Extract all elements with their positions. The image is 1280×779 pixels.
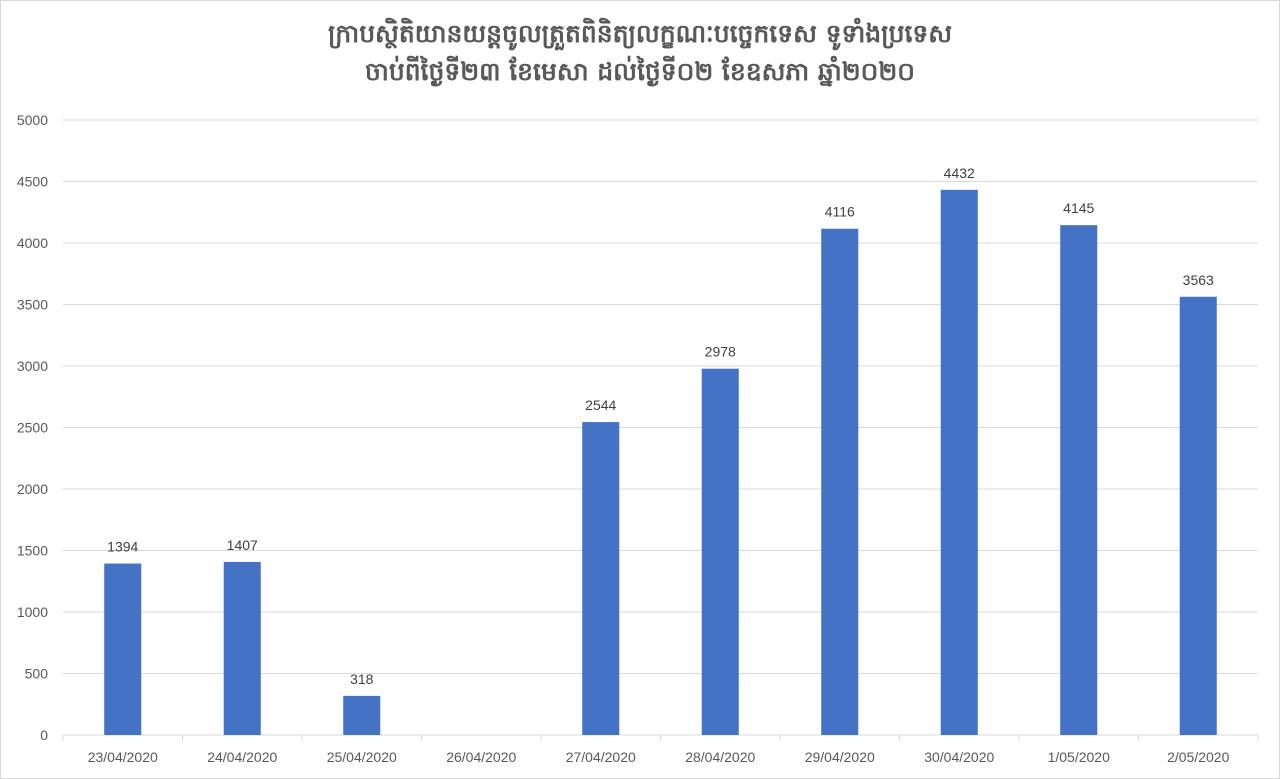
x-tick-label: 28/04/2020 xyxy=(685,749,755,765)
bar xyxy=(940,189,978,735)
bar xyxy=(223,561,261,735)
y-tick-label: 2000 xyxy=(17,481,48,497)
bar-value-label: 2544 xyxy=(585,397,616,413)
bar-value-label: 318 xyxy=(350,671,374,687)
y-tick-label: 1500 xyxy=(17,543,48,559)
data-labels: 1394 1407 318 2544 2978 4116 4432 4145 3563 xyxy=(107,165,1214,687)
chart-title: ក្រាបស្ថិតិយានយន្តចូលត្រួតពិនិត្យលក្ខណៈប… xyxy=(1,15,1279,91)
chart-subtitle-line: ចាប់ពីថ្ងៃទី២៣ ខែមេសា ដល់ថ្ងៃទី០២ ខែឧសភា… xyxy=(365,57,915,86)
bar xyxy=(1179,296,1217,735)
y-tick-label: 2500 xyxy=(17,420,48,436)
chart-title-line: ក្រាបស្ថិតិយានយន្តចូលត្រួតពិនិត្យលក្ខណៈប… xyxy=(327,19,953,48)
x-tick-label: 1/05/2020 xyxy=(1048,749,1110,765)
y-tick-label: 4000 xyxy=(17,235,48,251)
x-tick-label: 30/04/2020 xyxy=(924,749,994,765)
bar xyxy=(701,368,739,735)
bar-value-label: 1407 xyxy=(227,537,258,553)
y-tick-label: 4500 xyxy=(17,174,48,190)
bar-value-label: 2978 xyxy=(705,344,736,360)
bar xyxy=(1060,225,1098,736)
y-tick-label: 0 xyxy=(40,727,48,743)
bar-value-label: 4145 xyxy=(1063,200,1094,216)
bar xyxy=(104,563,142,735)
bar-value-label: 4432 xyxy=(944,165,975,181)
bar xyxy=(582,422,620,735)
bar-value-label: 3563 xyxy=(1183,272,1214,288)
bar-value-label: 4116 xyxy=(825,204,855,220)
bars xyxy=(104,189,1217,736)
bar xyxy=(821,228,859,735)
x-tick-label: 29/04/2020 xyxy=(805,749,875,765)
axes: 0 500 1000 1500 2000 2500 3000 3500 4000 4500 5000… xyxy=(17,112,1259,765)
y-tick-label: 3500 xyxy=(17,297,48,313)
y-tick-label: 5000 xyxy=(17,112,48,128)
y-tick-label: 500 xyxy=(25,666,49,682)
y-tick-label: 3000 xyxy=(17,358,48,374)
x-tick-label: 24/04/2020 xyxy=(207,749,277,765)
x-tick-label: 25/04/2020 xyxy=(327,749,397,765)
y-tick-label: 1000 xyxy=(17,604,48,620)
gridlines xyxy=(63,119,1258,674)
bar-value-label: 1394 xyxy=(107,539,138,555)
x-tick-label: 2/05/2020 xyxy=(1167,749,1229,765)
x-tick-label: 23/04/2020 xyxy=(88,749,158,765)
x-tick-label: 26/04/2020 xyxy=(446,749,516,765)
x-tick-label: 27/04/2020 xyxy=(566,749,636,765)
bar xyxy=(343,695,381,735)
